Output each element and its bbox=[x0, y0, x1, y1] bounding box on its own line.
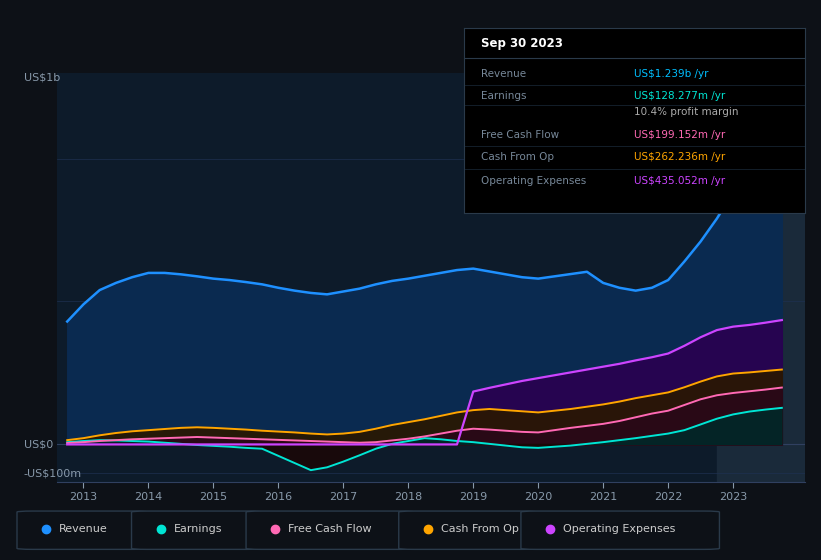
FancyBboxPatch shape bbox=[131, 511, 261, 549]
Text: US$1b: US$1b bbox=[24, 73, 60, 83]
Text: US$435.052m /yr: US$435.052m /yr bbox=[635, 176, 725, 186]
FancyBboxPatch shape bbox=[246, 511, 414, 549]
Text: Sep 30 2023: Sep 30 2023 bbox=[481, 37, 562, 50]
Text: Free Cash Flow: Free Cash Flow bbox=[288, 524, 372, 534]
Text: 10.4% profit margin: 10.4% profit margin bbox=[635, 108, 739, 118]
Bar bbox=[717, 73, 805, 482]
Text: Earnings: Earnings bbox=[173, 524, 222, 534]
Text: Operating Expenses: Operating Expenses bbox=[481, 176, 586, 186]
Text: US$128.277m /yr: US$128.277m /yr bbox=[635, 91, 726, 101]
Text: Cash From Op: Cash From Op bbox=[481, 152, 554, 162]
FancyBboxPatch shape bbox=[521, 511, 719, 549]
Text: US$0: US$0 bbox=[24, 440, 53, 450]
Text: Cash From Op: Cash From Op bbox=[441, 524, 519, 534]
Text: Free Cash Flow: Free Cash Flow bbox=[481, 130, 559, 139]
Text: Earnings: Earnings bbox=[481, 91, 526, 101]
Text: Revenue: Revenue bbox=[481, 69, 526, 78]
FancyBboxPatch shape bbox=[17, 511, 147, 549]
FancyBboxPatch shape bbox=[399, 511, 536, 549]
Text: US$1.239b /yr: US$1.239b /yr bbox=[635, 69, 709, 78]
Text: Revenue: Revenue bbox=[59, 524, 108, 534]
Text: Operating Expenses: Operating Expenses bbox=[563, 524, 676, 534]
Text: -US$100m: -US$100m bbox=[24, 468, 82, 478]
Text: US$262.236m /yr: US$262.236m /yr bbox=[635, 152, 726, 162]
Text: US$199.152m /yr: US$199.152m /yr bbox=[635, 130, 726, 139]
